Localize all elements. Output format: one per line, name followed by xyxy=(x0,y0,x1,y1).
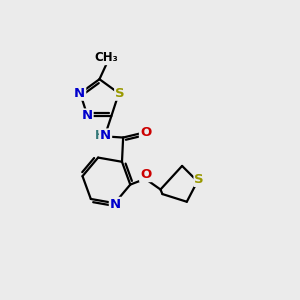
Text: CH₃: CH₃ xyxy=(95,51,118,64)
Text: N: N xyxy=(100,129,111,142)
Text: N: N xyxy=(82,110,93,122)
Text: O: O xyxy=(140,126,151,139)
Text: S: S xyxy=(115,87,125,100)
Text: N: N xyxy=(110,198,121,211)
Text: H: H xyxy=(94,129,104,142)
Text: O: O xyxy=(140,168,152,181)
Text: N: N xyxy=(74,87,85,100)
Text: S: S xyxy=(194,173,204,186)
